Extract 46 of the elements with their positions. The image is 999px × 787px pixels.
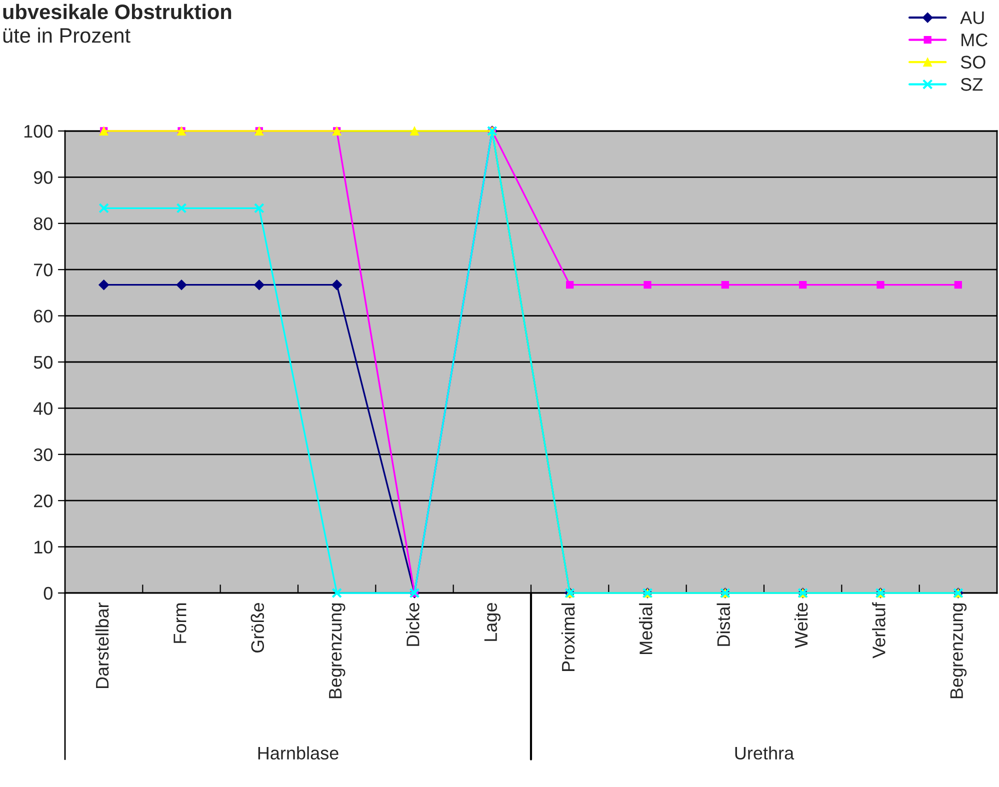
x-tick-label: Begrenzung <box>950 603 967 698</box>
point <box>254 280 264 290</box>
point <box>876 281 884 289</box>
point <box>799 281 807 289</box>
y-tick-label: 80 <box>34 217 52 230</box>
x-tick-label: Lage <box>484 603 501 641</box>
chart-subtitle: üte in Prozent <box>3 28 130 43</box>
y-tick-label: 90 <box>34 171 52 184</box>
point <box>332 280 342 290</box>
point <box>566 281 574 289</box>
point <box>410 126 420 136</box>
legend-label: AU <box>960 11 984 24</box>
point <box>721 281 729 289</box>
y-tick-label: 60 <box>34 310 52 323</box>
y-tick-label: 0 <box>44 586 52 600</box>
point <box>954 281 962 289</box>
x-tick-label: Medial <box>639 603 652 654</box>
x-tick-label: Weite <box>794 603 808 648</box>
point <box>98 280 110 290</box>
text: Harnblase <box>258 746 338 760</box>
y-tick-label: 40 <box>34 402 52 415</box>
y-tick-label: 20 <box>34 494 52 508</box>
point <box>98 202 110 214</box>
legend-label: MC <box>962 34 988 46</box>
point <box>176 202 187 214</box>
text: Urethra <box>735 746 794 760</box>
x-tick-label: Begrenzung <box>329 603 346 698</box>
point <box>176 280 187 290</box>
y-tick-label: 30 <box>34 448 52 462</box>
x-tick-label: Dicke <box>406 603 420 646</box>
x-tick-label: Form <box>174 603 186 643</box>
legend-label: SO <box>960 56 986 69</box>
y-tick-label: 100 <box>24 124 52 138</box>
point <box>644 281 652 289</box>
legend-label: SZ <box>960 78 983 91</box>
x-tick-label: Größe <box>250 603 264 652</box>
point <box>254 202 264 214</box>
y-tick-label: 50 <box>34 356 52 369</box>
x-tick-label: Darstellbar <box>95 602 109 688</box>
x-tick-label: Proximal <box>561 603 575 671</box>
x-tick-label: Verlauf <box>872 602 886 658</box>
x-tick-label: Distal <box>716 603 730 646</box>
y-tick-label: 10 <box>34 540 52 554</box>
point <box>332 588 342 598</box>
y-tick-label: 70 <box>34 264 52 276</box>
chart-title: ubvesikale Obstruktion <box>3 4 232 20</box>
